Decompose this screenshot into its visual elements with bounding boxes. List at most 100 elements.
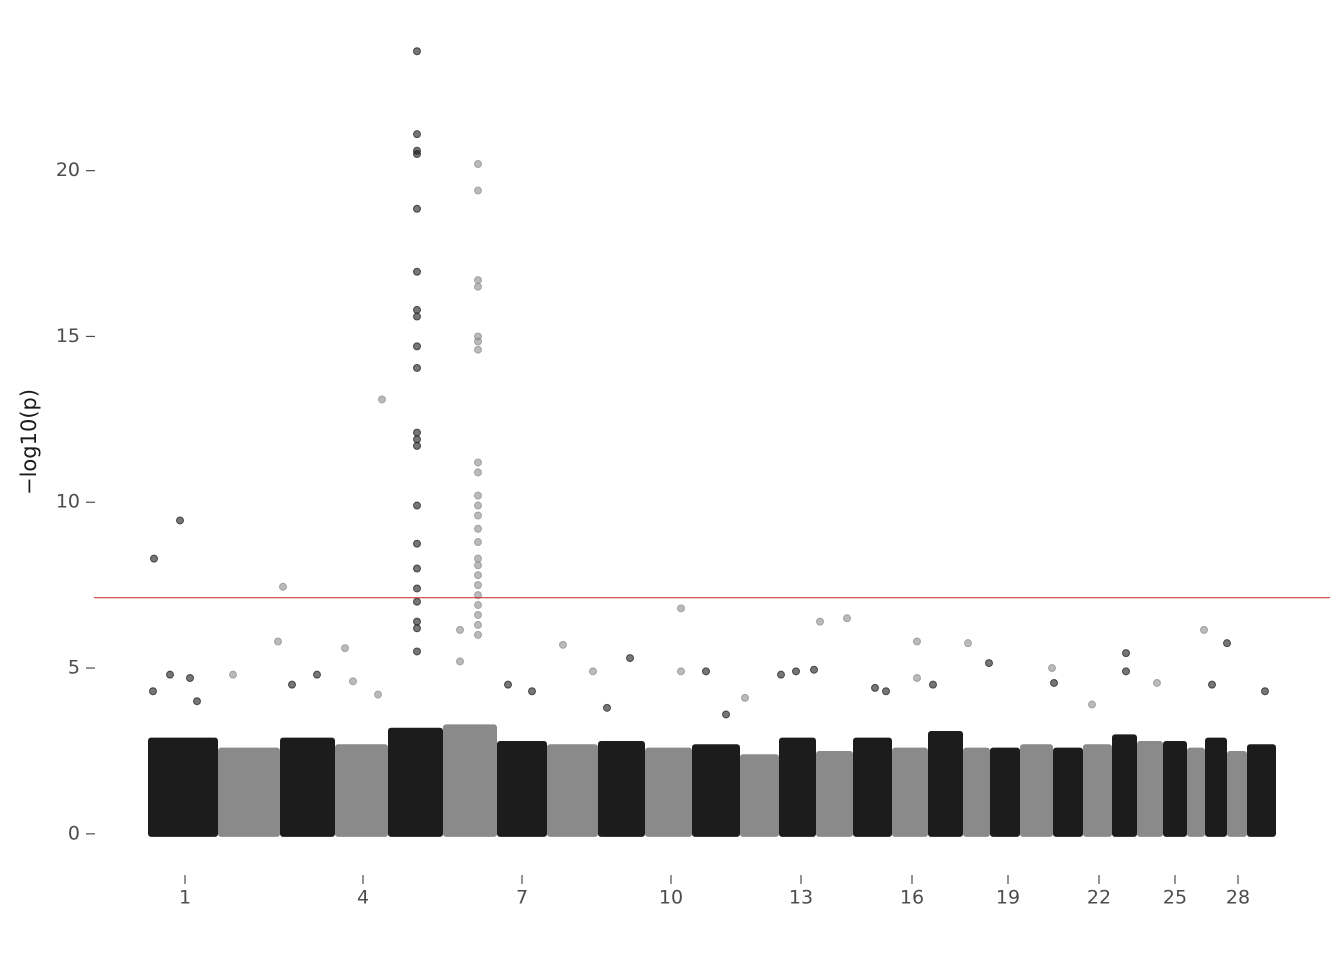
snp-point [474, 468, 482, 477]
chromosome-band [1163, 740, 1187, 837]
chromosome-band [928, 731, 963, 837]
snp-point [150, 554, 158, 563]
snp-point [1261, 687, 1269, 696]
snp-point [474, 345, 482, 354]
chromosome-band [1083, 744, 1112, 837]
snp-point [474, 524, 482, 533]
snp-point [1122, 649, 1130, 658]
snp-point [413, 435, 421, 444]
snp-point [474, 337, 482, 346]
snp-point [913, 673, 921, 682]
chromosome-band [388, 727, 443, 837]
snp-point [413, 363, 421, 372]
snp-point [1122, 667, 1130, 676]
snp-point [882, 687, 890, 696]
snp-point [279, 582, 287, 591]
snp-point [722, 710, 730, 719]
snp-point [559, 640, 567, 649]
snp-point [677, 667, 685, 676]
snp-point [456, 657, 464, 666]
snp-point [474, 601, 482, 610]
y-tick-label: 0 [68, 822, 80, 844]
snp-point [474, 591, 482, 600]
snp-point [474, 620, 482, 629]
snp-point [474, 276, 482, 285]
snp-point [413, 624, 421, 633]
chromosome-band [692, 744, 740, 837]
snp-point [274, 637, 282, 646]
snp-point [474, 630, 482, 639]
snp-point [474, 561, 482, 570]
snp-point [413, 204, 421, 213]
snp-point [474, 581, 482, 590]
snp-point [413, 130, 421, 139]
chromosome-band [1205, 737, 1227, 837]
snp-point [413, 150, 421, 159]
chromosome-band [816, 750, 853, 837]
snp-point [149, 687, 157, 696]
snp-point [413, 305, 421, 314]
snp-point [810, 665, 818, 674]
snp-point [378, 395, 386, 404]
snp-point [166, 670, 174, 679]
snp-point [176, 516, 184, 525]
snp-point [702, 667, 710, 676]
snp-point [816, 617, 824, 626]
snp-point [413, 597, 421, 606]
chromosome-band [1020, 744, 1053, 837]
snp-point [1048, 664, 1056, 673]
x-tick-label: 22 [1087, 887, 1111, 909]
snp-point [843, 614, 851, 623]
chromosome-band [443, 724, 497, 837]
chromosome-band [148, 737, 218, 837]
snp-point [474, 160, 482, 169]
snp-point [589, 667, 597, 676]
snp-point [413, 267, 421, 276]
snp-point [1153, 678, 1161, 687]
y-tick-label: 10 [56, 491, 80, 513]
snp-point [929, 680, 937, 689]
chromosome-band [1187, 747, 1205, 837]
snp-point [413, 584, 421, 593]
chromosome-band [598, 740, 645, 837]
y-tick-label: 5 [68, 657, 80, 679]
snp-point [413, 342, 421, 351]
x-tick-label: 4 [357, 887, 369, 909]
snp-point [413, 501, 421, 510]
snp-point [374, 690, 382, 699]
snp-point [413, 428, 421, 437]
chromosome-band [497, 740, 547, 837]
snp-point [871, 683, 879, 692]
snp-point [413, 539, 421, 548]
y-tick-label: 15 [56, 325, 80, 347]
snp-point [413, 564, 421, 573]
snp-point [474, 491, 482, 500]
snp-point [626, 654, 634, 663]
snp-point [413, 647, 421, 656]
snp-point [413, 441, 421, 450]
chromosome-band [280, 737, 335, 837]
snp-point [474, 282, 482, 291]
snp-point [474, 511, 482, 520]
snp-point [474, 610, 482, 619]
snp-point [474, 501, 482, 510]
snp-point [413, 617, 421, 626]
snp-point [792, 667, 800, 676]
snp-point [349, 677, 357, 686]
snp-point [777, 670, 785, 679]
snp-point [985, 659, 993, 668]
x-tick-label: 19 [996, 887, 1020, 909]
x-tick-label: 28 [1226, 887, 1250, 909]
snp-point [528, 687, 536, 696]
x-tick-label: 13 [789, 887, 813, 909]
chromosome-band [645, 747, 692, 837]
chromosome-band [1227, 750, 1247, 837]
chromosome-band [963, 747, 990, 837]
snp-point [474, 554, 482, 563]
chromosome-band [990, 747, 1020, 837]
chromosome-band [335, 744, 388, 837]
chromosome-band [779, 737, 816, 837]
chromosome-band [547, 744, 598, 837]
snp-point [677, 604, 685, 613]
